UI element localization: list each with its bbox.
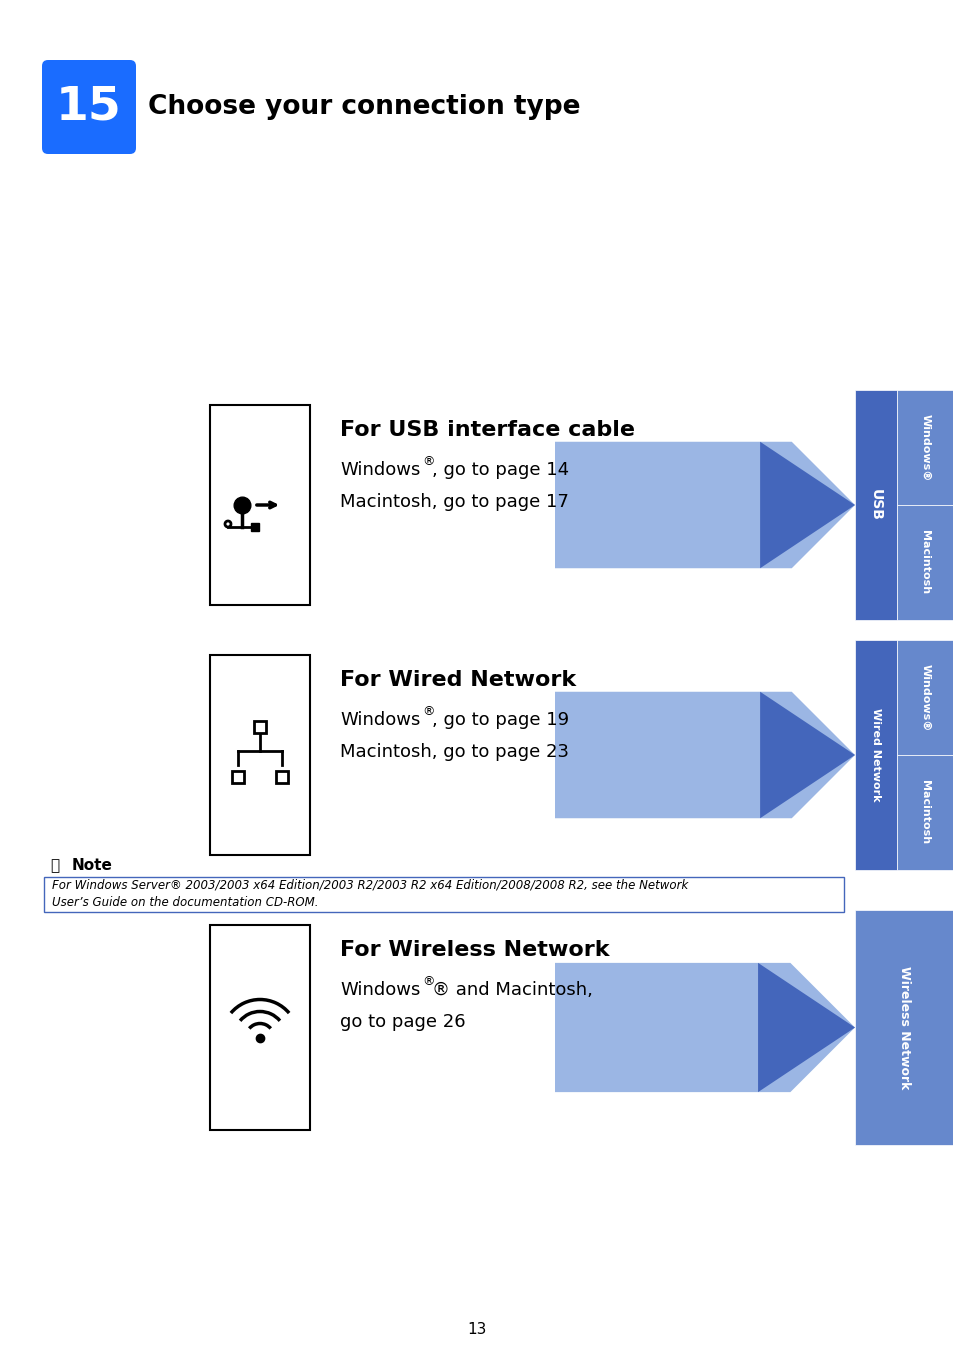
Text: ® and Macintosh,: ® and Macintosh, — [432, 981, 592, 999]
Text: For USB interface cable: For USB interface cable — [339, 420, 635, 440]
Bar — [896, 505, 953, 620]
Text: 13: 13 — [467, 1323, 486, 1338]
Text: Macintosh, go to page 23: Macintosh, go to page 23 — [339, 743, 568, 761]
Text: Note: Note — [71, 859, 112, 873]
Text: Windows®: Windows® — [920, 414, 929, 481]
Polygon shape — [760, 441, 854, 568]
Bar — [44, 878, 843, 913]
Text: USB: USB — [868, 489, 882, 521]
Text: ®: ® — [421, 706, 434, 718]
Bar — [210, 405, 310, 605]
Text: Windows: Windows — [339, 460, 420, 479]
Text: For Windows Server® 2003/2003 x64 Edition/2003 R2/2003 R2 x64 Edition/2008/2008 : For Windows Server® 2003/2003 x64 Editio… — [52, 879, 687, 910]
Polygon shape — [555, 441, 854, 568]
Text: , go to page 19: , go to page 19 — [432, 711, 569, 729]
Text: For Wired Network: For Wired Network — [339, 670, 576, 690]
Bar — [253, 721, 266, 733]
Text: , go to page 14: , go to page 14 — [432, 460, 569, 479]
Text: Macintosh: Macintosh — [920, 531, 929, 594]
Text: Windows: Windows — [339, 981, 420, 999]
Bar — [210, 925, 310, 1130]
Polygon shape — [758, 963, 854, 1092]
Text: Macintosh, go to page 17: Macintosh, go to page 17 — [339, 493, 568, 512]
Polygon shape — [555, 963, 854, 1092]
Bar — [854, 910, 953, 1145]
Text: Macintosh: Macintosh — [920, 780, 929, 845]
Bar — [896, 390, 953, 505]
Text: go to page 26: go to page 26 — [339, 1012, 465, 1031]
Text: Choose your connection type: Choose your connection type — [148, 95, 579, 120]
Polygon shape — [555, 691, 854, 818]
Bar — [854, 640, 896, 869]
Text: 15: 15 — [56, 85, 122, 130]
Text: ®: ® — [421, 976, 434, 988]
Text: 📋: 📋 — [50, 859, 59, 873]
Bar — [232, 771, 244, 783]
FancyBboxPatch shape — [42, 59, 136, 154]
Text: Wired Network: Wired Network — [870, 709, 880, 802]
Text: Windows®: Windows® — [920, 664, 929, 732]
Bar — [210, 655, 310, 855]
Bar — [896, 640, 953, 755]
Polygon shape — [760, 691, 854, 818]
Bar — [896, 755, 953, 869]
Text: Windows: Windows — [339, 711, 420, 729]
Bar — [854, 390, 896, 620]
Text: Wireless Network: Wireless Network — [897, 965, 910, 1089]
Text: ®: ® — [421, 455, 434, 468]
Text: For Wireless Network: For Wireless Network — [339, 940, 609, 960]
Bar — [275, 771, 288, 783]
